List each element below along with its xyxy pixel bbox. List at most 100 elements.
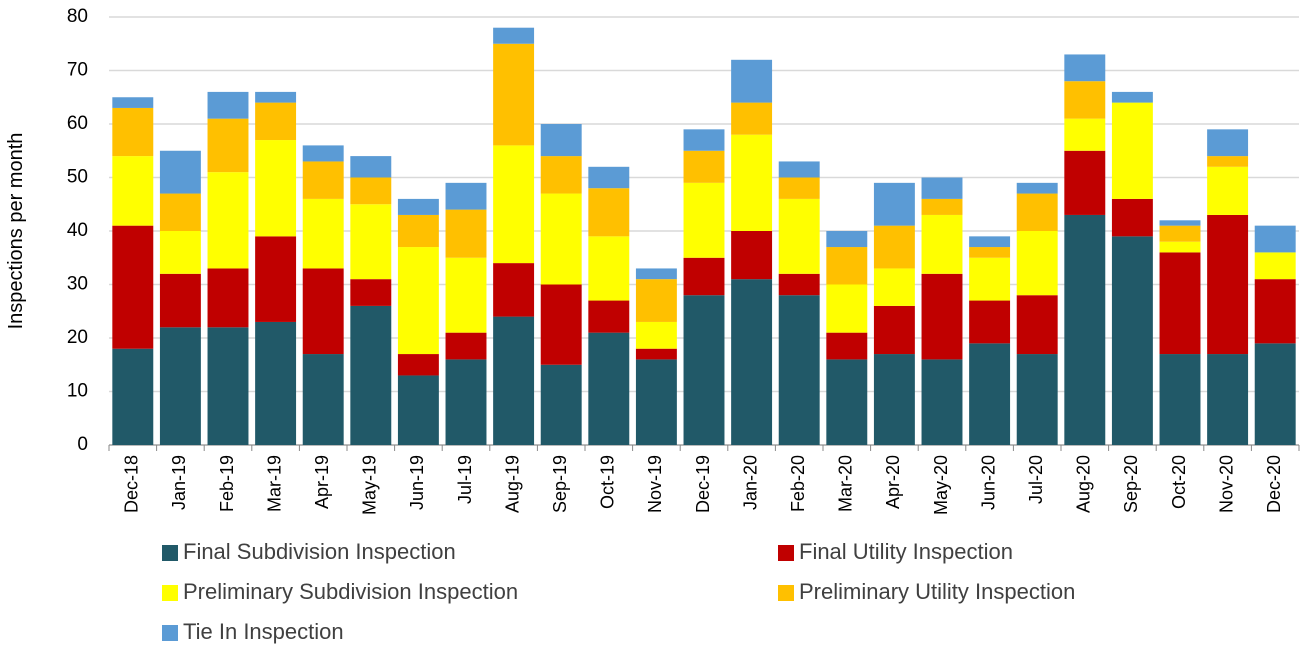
x-tick-label: Dec-18 — [122, 455, 142, 513]
y-axis-label: Inspections per month — [5, 133, 27, 330]
bar-segment — [921, 198, 963, 215]
y-tick-label: 80 — [67, 6, 88, 27]
x-tick-label: Dec-19 — [693, 455, 713, 513]
bar-segment — [1159, 241, 1201, 253]
x-tick-label: Sep-19 — [550, 455, 570, 513]
y-tick-label: 50 — [67, 167, 88, 188]
bar-segment — [873, 305, 915, 355]
bar-segment — [1016, 193, 1058, 231]
bar-segment — [1254, 279, 1296, 344]
bar-segment — [1207, 214, 1249, 355]
bar-segment — [159, 193, 201, 231]
bar-segment — [159, 231, 201, 274]
bar-segment — [778, 198, 820, 274]
bar-segment — [873, 182, 915, 226]
bar-segment — [635, 321, 677, 349]
bar-segment — [1207, 156, 1249, 167]
x-tick-label: Jul-19 — [455, 455, 475, 504]
x-tick-label: Jan-19 — [169, 455, 189, 510]
bar-segment — [302, 198, 344, 269]
bar-segment — [873, 268, 915, 306]
bar-segment — [302, 354, 344, 445]
x-tick-label: Aug-19 — [502, 455, 522, 513]
bar-segment — [921, 359, 963, 445]
bar-segment — [445, 257, 487, 333]
bar-segment — [493, 316, 535, 445]
bar-segment — [207, 327, 249, 445]
bar-segment — [921, 214, 963, 274]
y-tick-label: 0 — [77, 434, 88, 455]
bar-segment — [873, 225, 915, 269]
bar-segment — [969, 257, 1011, 301]
bar-segment — [683, 150, 725, 183]
legend-swatch — [162, 545, 178, 561]
bar-segment — [826, 284, 868, 333]
bar-segment — [397, 375, 439, 445]
bar-segment — [493, 263, 535, 317]
bar-segment — [350, 279, 392, 306]
bar-segment — [635, 279, 677, 322]
bar-segment — [397, 247, 439, 355]
bar-segment — [493, 145, 535, 264]
bar-segment — [969, 300, 1011, 344]
bar-segment — [731, 231, 773, 280]
bar-segment — [350, 156, 392, 178]
y-tick-label: 10 — [67, 381, 88, 402]
legend-label: Final Utility Inspection — [799, 539, 1013, 564]
bar-segment — [731, 134, 773, 231]
y-tick-label: 20 — [67, 327, 88, 348]
legend-swatch — [778, 585, 794, 601]
bar-segment — [1207, 354, 1249, 445]
bar-segment — [540, 156, 582, 194]
bar-segment — [493, 43, 535, 146]
x-tick-label: Aug-20 — [1074, 455, 1094, 513]
bar-segment — [445, 182, 487, 210]
bar-segment — [397, 354, 439, 376]
bar-segment — [540, 364, 582, 445]
bar-segment — [255, 321, 297, 445]
x-tick-label: Sep-20 — [1121, 455, 1141, 513]
bar-segment — [1064, 81, 1106, 119]
bar-segment — [969, 343, 1011, 445]
bar-segment — [540, 124, 582, 157]
bar-segment — [350, 204, 392, 280]
x-tick-label: May-19 — [360, 455, 380, 515]
bar-segment — [255, 102, 297, 141]
bar-segment — [1016, 354, 1058, 445]
x-tick-label: Nov-20 — [1216, 455, 1236, 513]
y-tick-label: 70 — [67, 60, 88, 81]
x-tick-label: Jul-20 — [1026, 455, 1046, 504]
x-tick-label: Oct-19 — [598, 455, 618, 509]
x-tick-label: Dec-20 — [1264, 455, 1284, 513]
bar-segment — [969, 247, 1011, 258]
bar-segment — [1254, 225, 1296, 253]
bar-segment — [826, 247, 868, 285]
x-tick-label: Mar-19 — [264, 455, 284, 512]
bar-segment — [207, 118, 249, 173]
x-tick-label: Apr-20 — [883, 455, 903, 509]
bar-segment — [445, 332, 487, 360]
bar-segment — [1016, 182, 1058, 194]
bar-segment — [731, 102, 773, 135]
bar-segment — [302, 161, 344, 199]
bar-segment — [826, 359, 868, 445]
bar-segment — [445, 209, 487, 258]
bar-segment — [873, 354, 915, 445]
bar-segment — [635, 359, 677, 445]
bar-segment — [112, 107, 154, 157]
y-tick-label: 40 — [67, 220, 88, 241]
bar-segment — [1111, 102, 1153, 199]
x-tick-label: Feb-20 — [788, 455, 808, 512]
bar-segment — [255, 140, 297, 237]
bar-segment — [207, 268, 249, 328]
bar-segment — [1064, 150, 1106, 215]
bar-segment — [255, 236, 297, 322]
bar-segment — [826, 231, 868, 248]
legend-swatch — [778, 545, 794, 561]
bar-segment — [778, 177, 820, 199]
bar-segment — [350, 305, 392, 445]
bar-segment — [112, 225, 154, 349]
bar-segment — [1016, 231, 1058, 296]
bar-segment — [921, 273, 963, 360]
